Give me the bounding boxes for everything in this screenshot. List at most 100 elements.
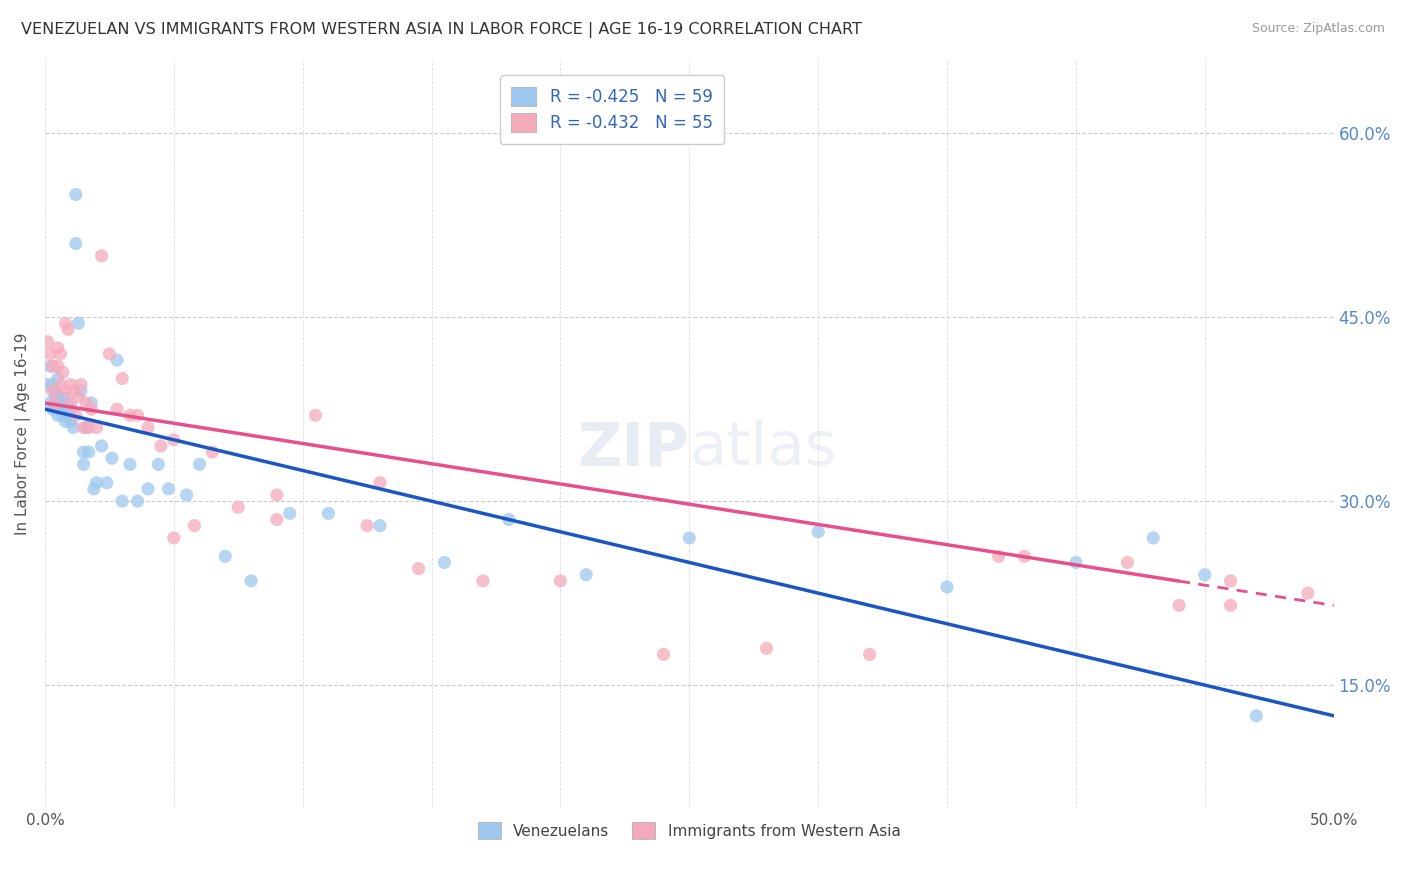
- Point: [59, 402, 82, 417]
- Point: [41, 384, 63, 398]
- Point: [55, 402, 77, 417]
- Point: [96, 475, 118, 490]
- Point: [49, 402, 72, 417]
- Point: [105, 402, 128, 417]
- Point: [127, 494, 149, 508]
- Point: [49, 396, 72, 410]
- Point: [368, 518, 391, 533]
- Point: [859, 648, 882, 662]
- Point: [55, 316, 77, 330]
- Point: [1246, 708, 1268, 723]
- Point: [1194, 567, 1216, 582]
- Y-axis label: In Labor Force | Age 16-19: In Labor Force | Age 16-19: [15, 333, 31, 535]
- Point: [41, 377, 63, 392]
- Point: [52, 390, 75, 404]
- Point: [266, 488, 288, 502]
- Point: [127, 409, 149, 423]
- Point: [226, 500, 249, 515]
- Point: [188, 458, 211, 472]
- Text: atlas: atlas: [689, 419, 837, 478]
- Point: [49, 377, 72, 392]
- Point: [56, 322, 79, 336]
- Point: [52, 409, 75, 423]
- Point: [39, 347, 62, 361]
- Point: [59, 396, 82, 410]
- Point: [70, 377, 93, 392]
- Point: [136, 420, 159, 434]
- Point: [163, 433, 186, 447]
- Point: [72, 445, 94, 459]
- Point: [49, 347, 72, 361]
- Point: [41, 359, 63, 374]
- Point: [83, 482, 105, 496]
- Point: [80, 402, 103, 417]
- Point: [575, 567, 598, 582]
- Point: [46, 390, 69, 404]
- Point: [987, 549, 1010, 564]
- Point: [86, 420, 108, 434]
- Point: [678, 531, 700, 545]
- Point: [266, 512, 288, 526]
- Point: [111, 371, 134, 385]
- Point: [67, 316, 90, 330]
- Point: [498, 512, 520, 526]
- Point: [240, 574, 263, 588]
- Legend: Venezuelans, Immigrants from Western Asia: Venezuelans, Immigrants from Western Asi…: [472, 816, 907, 845]
- Point: [368, 475, 391, 490]
- Point: [807, 524, 830, 539]
- Point: [101, 451, 124, 466]
- Point: [304, 409, 326, 423]
- Point: [55, 414, 77, 428]
- Point: [356, 518, 378, 533]
- Point: [472, 574, 495, 588]
- Point: [90, 249, 112, 263]
- Point: [408, 561, 430, 575]
- Point: [163, 531, 186, 545]
- Point: [1014, 549, 1036, 564]
- Point: [118, 409, 141, 423]
- Point: [1168, 599, 1191, 613]
- Point: [201, 445, 224, 459]
- Point: [59, 377, 82, 392]
- Point: [755, 641, 778, 656]
- Point: [55, 384, 77, 398]
- Point: [62, 420, 84, 434]
- Point: [105, 353, 128, 368]
- Text: Source: ZipAtlas.com: Source: ZipAtlas.com: [1251, 22, 1385, 36]
- Point: [90, 439, 112, 453]
- Point: [183, 518, 205, 533]
- Point: [278, 507, 301, 521]
- Point: [46, 341, 69, 355]
- Point: [136, 482, 159, 496]
- Point: [148, 458, 170, 472]
- Point: [1219, 599, 1241, 613]
- Point: [75, 396, 97, 410]
- Text: ZIP: ZIP: [578, 419, 689, 478]
- Point: [1219, 574, 1241, 588]
- Point: [550, 574, 572, 588]
- Point: [65, 187, 87, 202]
- Point: [65, 409, 87, 423]
- Text: VENEZUELAN VS IMMIGRANTS FROM WESTERN ASIA IN LABOR FORCE | AGE 16-19 CORRELATIO: VENEZUELAN VS IMMIGRANTS FROM WESTERN AS…: [21, 22, 862, 38]
- Point: [80, 396, 103, 410]
- Point: [44, 396, 66, 410]
- Point: [1142, 531, 1164, 545]
- Point: [86, 475, 108, 490]
- Point: [70, 384, 93, 398]
- Point: [72, 458, 94, 472]
- Point: [46, 409, 69, 423]
- Point: [39, 396, 62, 410]
- Point: [936, 580, 959, 594]
- Point: [77, 445, 100, 459]
- Point: [176, 488, 198, 502]
- Point: [652, 648, 675, 662]
- Point: [318, 507, 340, 521]
- Point: [1296, 586, 1319, 600]
- Point: [1064, 556, 1087, 570]
- Point: [149, 439, 172, 453]
- Point: [77, 420, 100, 434]
- Point: [98, 347, 121, 361]
- Point: [118, 458, 141, 472]
- Point: [56, 409, 79, 423]
- Point: [75, 420, 97, 434]
